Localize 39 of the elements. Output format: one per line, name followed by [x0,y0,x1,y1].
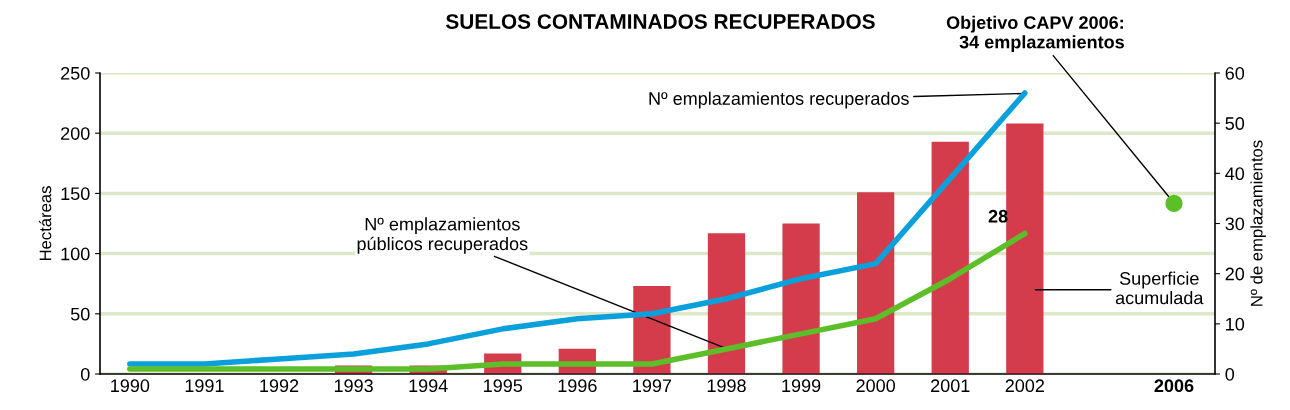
y-tick-label: 0 [80,367,90,381]
x-tick-label: 2001 [931,379,970,393]
x-tick-label: 1990 [111,379,150,393]
bar [931,141,969,374]
x-tick-label: 1995 [484,379,523,393]
y-tick-label: 200 [61,127,90,140]
x-tick-label: 2000 [856,379,896,393]
annotation: Nº emplazamientos recuperados [649,91,909,109]
y-axis-title: Hectáreas [38,186,52,261]
bar [857,192,895,374]
annotation: Superficie acumulada [1115,271,1204,305]
bar [1006,123,1044,374]
annotation: Nº emplazamientos públicos recuperados [357,217,528,254]
y-tick-label: 100 [61,247,90,261]
annotation: Objetivo CAPV 2006: 34 emplazamientos [946,15,1124,53]
y2-tick-label: 20 [1225,267,1245,281]
y2-axis-title: Nº de emplazamientos [1250,140,1266,306]
y-tick-label: 250 [61,66,90,80]
chart-title: SUELOS CONTAMINADOS RECUPERADOS [445,14,875,29]
y2-tick-label: 10 [1226,317,1245,331]
x-tick-label: 1997 [633,379,672,393]
y-tick-label: 150 [61,187,90,201]
y-tick-label: 50 [70,307,90,321]
y2-tick-label: 50 [1225,117,1245,130]
x-tick-label: 2002 [1005,379,1044,393]
x-tick-label: 1993 [334,379,373,393]
x-tick-label: 1996 [558,379,597,393]
x-tick-label: 1992 [260,379,299,393]
x-tick-label: 1999 [782,379,821,393]
y2-tick-label: 40 [1225,167,1245,181]
bar [707,233,746,374]
x-tick-label: 1991 [185,379,224,393]
x-tick-label: 2006 [1154,379,1194,393]
bar [782,223,820,374]
y2-tick-label: 30 [1225,217,1245,231]
y2-tick-label: 60 [1225,66,1245,80]
y2-tick-label: 0 [1225,367,1235,381]
x-tick-label: 1994 [409,379,448,393]
x-tick-label: 1998 [707,379,746,393]
